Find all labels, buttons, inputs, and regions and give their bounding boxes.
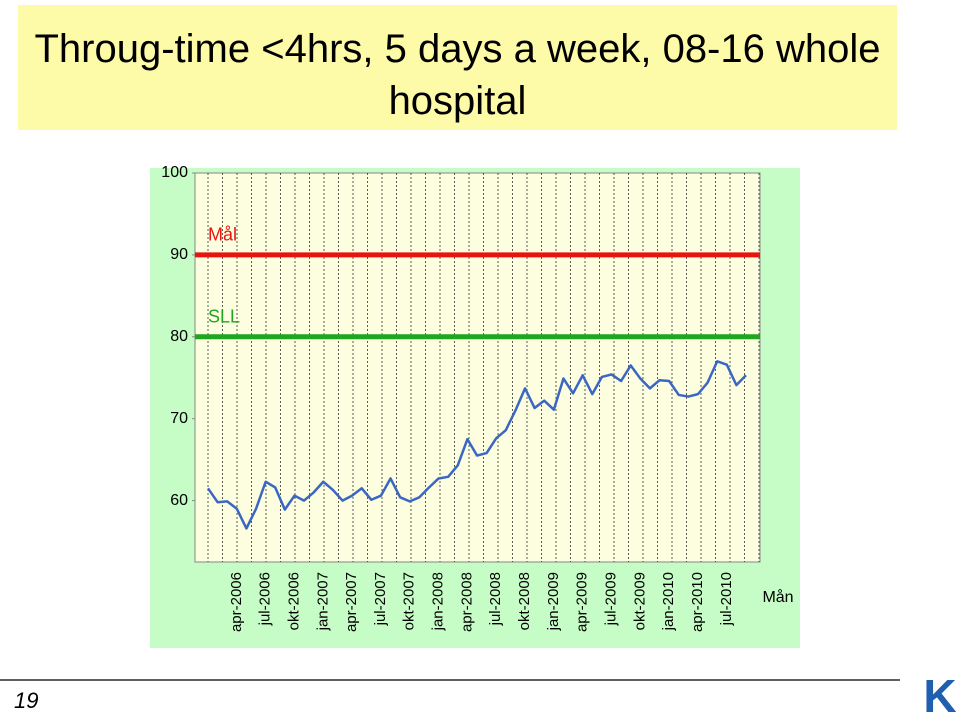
plot-area [194,172,761,563]
chart-title: Throug-time <4hrs, 5 days a week, 08-16 … [18,5,897,130]
data-line [206,360,747,530]
slide-number: 19 [14,688,38,713]
y-tick-label: 60 [170,492,188,509]
x-tick-label: apr-2007 [343,572,360,632]
reference-label: Mål [208,225,237,245]
x-tick-label: okt-2007 [401,572,418,630]
x-tick-label: jul-2008 [487,572,504,626]
x-tick-label: apr-2006 [228,572,245,632]
x-tick-label: okt-2008 [516,572,533,630]
x-tick-label: jan-2007 [314,572,331,631]
y-tick-label: 70 [170,410,188,427]
x-tick-label: jan-2008 [430,572,447,631]
y-tick-label: 80 [170,328,188,345]
x-tick-label: okt-2006 [285,572,302,630]
x-tick-label: jan-2010 [660,572,677,631]
reference-label: SLL [208,307,240,327]
x-tick-label: jul-2009 [602,572,619,626]
x-tick-label: jul-2007 [372,572,389,626]
x-tick-label: jan-2009 [545,572,562,631]
x-tick-label: apr-2010 [689,572,706,632]
y-tick-label: 100 [161,164,188,181]
logo: K [923,670,956,722]
x-tick-label: jul-2006 [257,572,274,626]
x-tick-label: apr-2009 [574,572,591,632]
x-tick-label: jul-2010 [718,572,735,626]
x-axis-label: Mån [762,588,793,606]
y-tick-label: 90 [170,246,188,263]
x-tick-label: okt-2009 [631,572,648,630]
x-tick-label: apr-2008 [458,572,475,632]
